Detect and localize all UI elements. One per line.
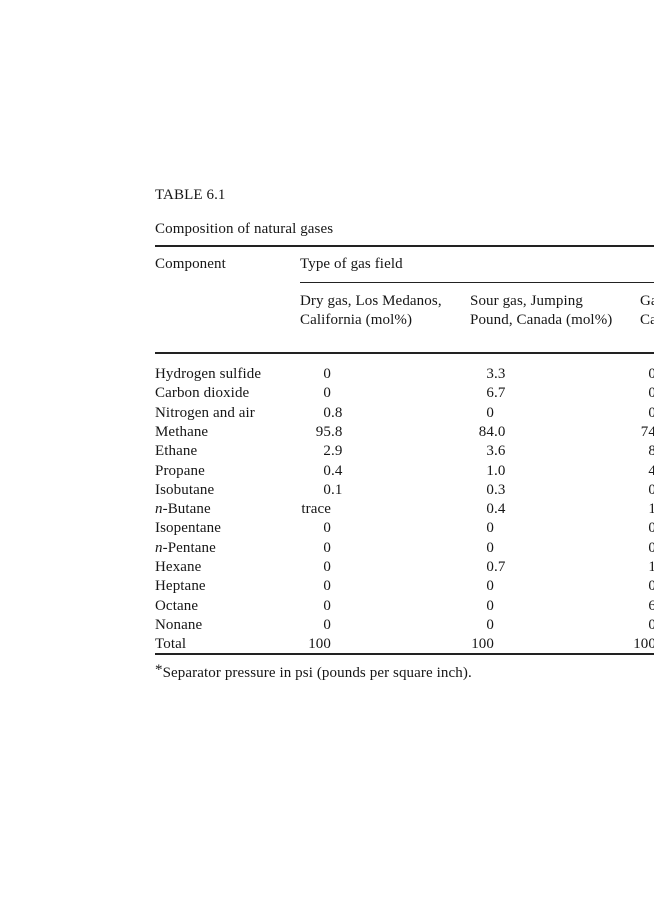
column-header-dry-gas: Dry gas, Los Medanos, California (mol%) — [300, 292, 442, 329]
value-cell-c1: 0 — [323, 539, 331, 556]
value-cell-c3: 4 — [648, 462, 654, 479]
value-cell-c2: 0.3 — [486, 481, 506, 498]
value-cell-c2: 6.7 — [486, 385, 506, 402]
value-cell-c1: 0.8 — [323, 404, 343, 421]
column-header-clipped: Ga Ca — [640, 292, 654, 329]
group-header-rule — [300, 281, 654, 283]
value-cell-c2: 0 — [486, 520, 494, 537]
table-top-rule — [155, 245, 654, 247]
value-cell-c2: 0 — [486, 578, 494, 595]
column-header-line1: Sour gas, Jumping — [470, 293, 583, 309]
component-cell: n-Butane — [155, 501, 211, 518]
component-cell: Octane — [155, 597, 199, 614]
component-cell: Carbon dioxide — [155, 385, 250, 402]
component-cell: Isopentane — [155, 520, 221, 537]
value-cell-c3: 0 — [648, 520, 654, 537]
value-cell-c3: 1 — [648, 501, 654, 518]
value-cell-c3: 0 — [648, 404, 654, 421]
table-row: Propane 0.4 1.0 4 — [155, 462, 654, 482]
value-cell-c1: 0 — [323, 366, 331, 382]
table-row: Total 100 100 100 — [155, 635, 654, 655]
column-header-line1: Ga — [640, 293, 654, 309]
component-cell: Propane — [155, 462, 205, 479]
footnote-text: Separator pressure in psi (pounds per sq… — [162, 665, 472, 681]
component-cell: Heptane — [155, 578, 206, 595]
value-cell-c3: 0 — [648, 578, 654, 595]
column-header-sour-gas: Sour gas, Jumping Pound, Canada (mol%) — [470, 292, 612, 329]
value-cell-c3: 74 — [640, 423, 654, 440]
table-row: Ethane 2.9 3.6 8 — [155, 442, 654, 462]
value-cell-c1: 95.8 — [315, 423, 343, 440]
component-cell: Total — [155, 636, 187, 653]
table-row: n-Pentane 0 0 0 — [155, 539, 654, 559]
value-cell-c3: 0 — [648, 616, 654, 633]
value-cell-c1: 0.1 — [323, 481, 343, 498]
table-row: Octane 0 0 6 — [155, 597, 654, 617]
value-cell-c2: 0 — [486, 539, 494, 556]
value-cell-c3: 6 — [648, 597, 654, 614]
value-cell-c2: 84.0 — [478, 423, 506, 440]
value-cell-c3: 0 — [648, 481, 654, 498]
table-row: Hydrogen sulfide 0 3.3 0 — [155, 365, 654, 385]
table-row: Heptane 0 0 0 — [155, 577, 654, 597]
table-row: Nitrogen and air 0.8 0 0 — [155, 404, 654, 424]
value-cell-c2: 100 — [471, 636, 494, 653]
column-header-component: Component — [155, 256, 226, 272]
value-cell-c2: 0 — [486, 404, 494, 421]
value-cell-c3: 1 — [648, 559, 654, 575]
table-row: Hexane 0 0.7 1 — [155, 558, 654, 578]
table-caption: Composition of natural gases — [155, 221, 334, 237]
component-cell: Isobutane — [155, 481, 215, 498]
value-cell-c1: 0 — [323, 597, 331, 614]
value-cell-c2: 0.7 — [486, 559, 506, 575]
value-cell-c1: 0 — [323, 578, 331, 595]
table-row: Isobutane 0.1 0.3 0 — [155, 481, 654, 501]
column-header-line2: Pound, Canada (mol%) — [470, 311, 613, 328]
value-cell-c1: 2.9 — [323, 443, 343, 460]
value-cell-c3: 0 — [648, 539, 654, 556]
table-label: TABLE 6.1 — [155, 187, 226, 203]
component-cell: Nitrogen and air — [155, 404, 255, 421]
value-cell-c2: 3.3 — [486, 366, 506, 382]
value-cell-c2: 0.4 — [486, 501, 506, 518]
table-row: Methane 95.8 84.0 74 — [155, 423, 654, 443]
component-cell: n-Pentane — [155, 539, 216, 556]
component-cell: Methane — [155, 423, 209, 440]
table-bottom-rule — [155, 653, 654, 655]
value-cell-c1: 0 — [323, 559, 331, 575]
table-row: Nonane 0 0 0 — [155, 616, 654, 636]
value-cell-c3: 0 — [648, 366, 654, 382]
component-cell: Nonane — [155, 616, 203, 633]
value-cell-c2: 0 — [486, 616, 494, 633]
component-cell: Ethane — [155, 443, 198, 460]
value-cell-c1: 0 — [323, 616, 331, 633]
table-footnote: *Separator pressure in psi (pounds per s… — [155, 662, 472, 682]
column-header-line1: Dry gas, Los Medanos, — [300, 293, 442, 309]
column-header-line2: California (mol%) — [300, 311, 413, 328]
component-cell: Hexane — [155, 559, 202, 575]
value-cell-c3: 100 — [633, 636, 654, 653]
value-cell-c1: 0 — [323, 520, 331, 537]
table-row: n-Butane trace 0.4 1 — [155, 500, 654, 520]
component-cell: Hydrogen sulfide — [155, 366, 262, 382]
value-cell-c1: 0.4 — [323, 462, 343, 479]
value-cell-c3: 0 — [648, 385, 654, 402]
value-cell-c2: 3.6 — [486, 443, 506, 460]
header-body-rule — [155, 352, 654, 354]
value-cell-c3: 8 — [648, 443, 654, 460]
value-cell-c1: 0 — [323, 385, 331, 402]
table-row: Carbon dioxide 0 6.7 0 — [155, 384, 654, 404]
value-cell-c2: 0 — [486, 597, 494, 614]
value-cell-c1: trace — [301, 501, 331, 518]
footnote-asterisk: * — [155, 662, 163, 678]
column-group-header: Type of gas field — [300, 256, 403, 272]
value-cell-c2: 1.0 — [486, 462, 506, 479]
column-header-line2: Ca — [640, 311, 654, 328]
value-cell-c1: 100 — [308, 636, 331, 653]
table-row: Isopentane 0 0 0 — [155, 519, 654, 539]
